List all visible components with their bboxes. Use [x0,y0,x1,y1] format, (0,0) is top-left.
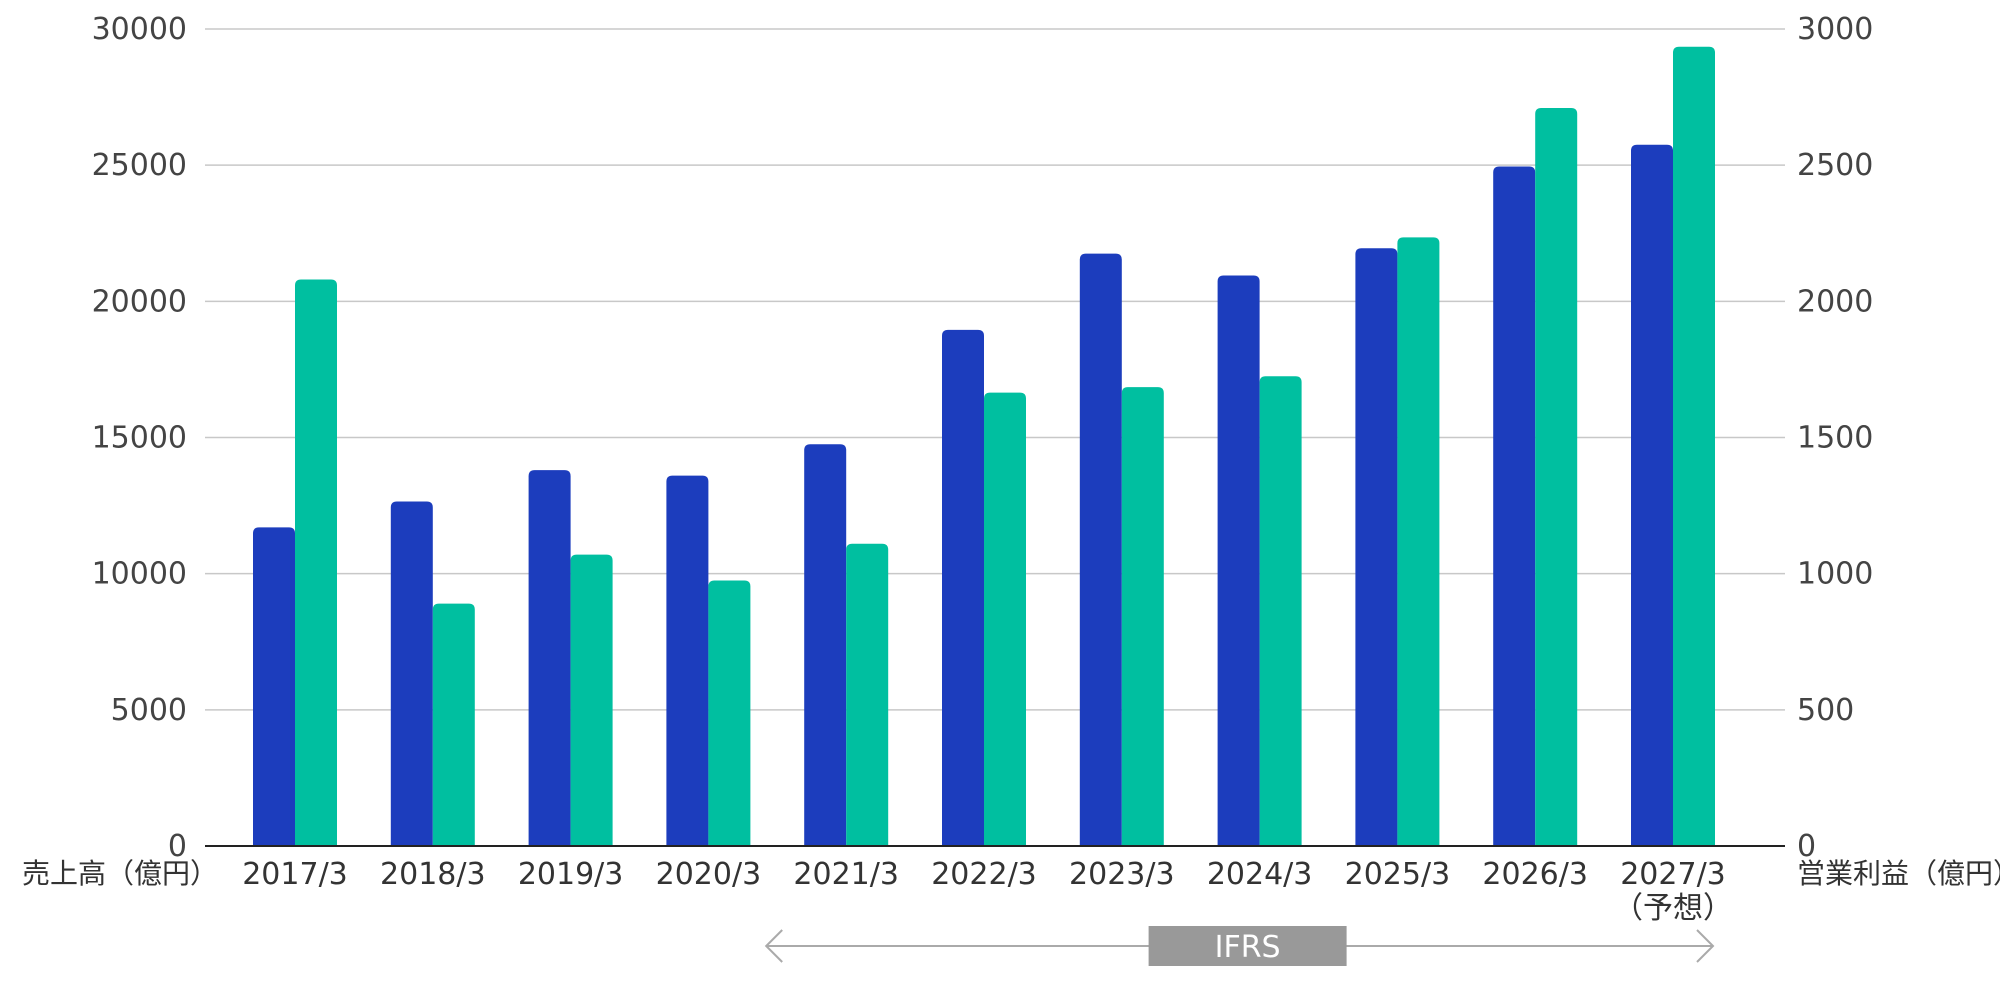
category-label: 2027/3 [1620,857,1726,892]
left-tick-label: 15000 [92,421,187,456]
category-label: 2023/3 [1069,857,1175,892]
ifrs-arrowhead-right [1696,929,1715,963]
revenue-bar-2018-3 [390,501,433,846]
operating-profit-bar-2019-3 [570,554,613,846]
left-tick-label: 20000 [92,284,187,319]
category-label: 2024/3 [1207,857,1313,892]
left-tick-label: 5000 [111,693,187,728]
revenue-bar-2017-3 [253,527,295,846]
left-axis-ticks: 0 5000 10000 15000 20000 25000 30000 [92,12,187,864]
operating-profit-bar-2024-3 [1259,376,1302,846]
left-tick-label: 0 [168,829,187,864]
operating-profit-bar-2021-3 [846,543,889,846]
ifrs-label: IFRS [1215,930,1281,965]
ifrs-label-box [1148,926,1347,966]
left-tick-label: 30000 [92,12,187,47]
left-tick-label: 25000 [92,148,187,183]
revenue-bar-2027-3 [1631,144,1673,846]
ifrs-arrowhead-left [764,929,783,963]
revenue-bar-2024-3 [1217,275,1260,846]
category-label: 2019/3 [518,857,624,892]
right-tick-label: 2000 [1797,284,1873,319]
operating-profit-bar-2025-3 [1397,237,1440,846]
operating-profit-bar-2018-3 [432,603,475,846]
category-label: 2026/3 [1482,857,1588,892]
right-axis-title: 営業利益（億円） [1797,857,2000,890]
operating-profit-bar-2023-3 [1121,387,1164,846]
revenue-bar-2020-3 [666,475,709,846]
ifrs-annotation: IFRS [764,926,1715,966]
revenue-bar-2019-3 [528,470,571,846]
operating-profit-bar-2017-3 [295,279,337,847]
right-axis-ticks: 0 500 1000 1500 2000 2500 3000 [1797,12,1873,864]
right-tick-label: 2500 [1797,148,1873,183]
right-tick-label: 1000 [1797,557,1873,592]
revenue-bar-2025-3 [1355,248,1398,846]
revenue-bar-2026-3 [1493,166,1536,847]
category-label: 2017/3 [242,857,348,892]
right-tick-label: 500 [1797,693,1854,728]
operating-profit-bar-2020-3 [708,580,751,846]
revenue-bar-2021-3 [804,444,847,846]
bars [253,46,1715,847]
category-label: 2025/3 [1345,857,1451,892]
category-label: 2021/3 [793,857,899,892]
category-note: （予想） [1613,891,1733,926]
right-tick-label: 1500 [1797,421,1873,456]
category-label: 2020/3 [656,857,762,892]
operating-profit-bar-2026-3 [1535,107,1578,846]
revenue-bar-2023-3 [1079,253,1122,847]
category-label: 2022/3 [931,857,1037,892]
left-tick-label: 10000 [92,557,187,592]
right-tick-label: 3000 [1797,12,1873,47]
category-labels: 2017/3 2018/3 2019/3 2020/3 2021/3 2022/3 2023… [242,857,1733,926]
operating-profit-bar-2027-3 [1673,46,1715,847]
revenue-bar-2022-3 [942,329,984,846]
category-label: 2018/3 [380,857,486,892]
right-tick-label: 0 [1797,829,1816,864]
left-axis-title: 売上高（億円） [22,857,218,890]
operating-profit-bar-2022-3 [984,392,1026,846]
